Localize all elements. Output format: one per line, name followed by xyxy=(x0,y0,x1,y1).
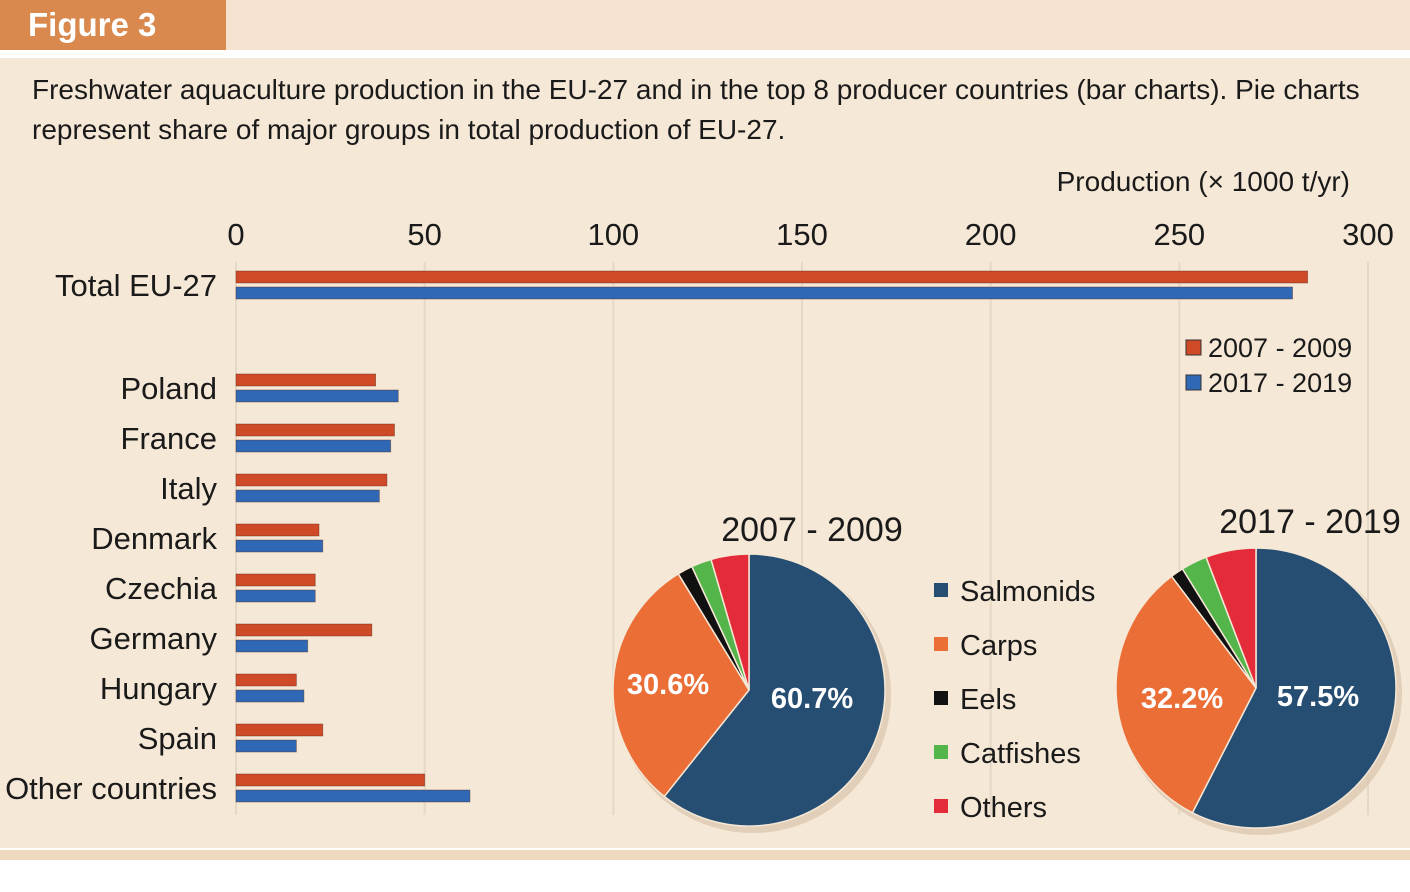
x-tick-label: 100 xyxy=(587,217,639,252)
figure-header-bar xyxy=(0,0,1410,50)
pie-slice-label: 30.6% xyxy=(627,669,709,701)
pie-legend-label: Eels xyxy=(960,684,1016,716)
pie-legend-swatch xyxy=(934,583,948,597)
pie-title: 2007 - 2009 xyxy=(721,511,903,549)
figure-caption: Freshwater aquaculture production in the… xyxy=(32,74,1360,145)
x-axis-tick-labels: 0 50 100 150 200 250 300 xyxy=(227,217,1393,252)
bar-2017-2019 xyxy=(235,439,392,453)
pie-slice-salmonids xyxy=(1191,547,1397,829)
bar-2007-2009 xyxy=(235,673,297,687)
pie-slice-label: 57.5% xyxy=(1277,681,1359,713)
x-tick-label: 50 xyxy=(407,217,441,252)
x-tick-label: 150 xyxy=(776,217,828,252)
x-tick-label: 200 xyxy=(965,217,1017,252)
x-tick-label: 250 xyxy=(1153,217,1205,252)
bar-legend: 2007 - 2009 2017 - 2019 xyxy=(1185,333,1352,398)
bar-2007-2009 xyxy=(235,623,373,637)
pie-slice-label: 32.2% xyxy=(1141,683,1223,715)
pie-slice-salmonids xyxy=(663,553,886,827)
category-label: Total EU-27 xyxy=(55,268,217,303)
category-label: Italy xyxy=(160,471,217,506)
category-label: Poland xyxy=(120,371,217,406)
pie-slice-carps xyxy=(1115,575,1257,814)
bar-2007-2009 xyxy=(235,373,377,387)
bar-2007-2009 xyxy=(235,270,1309,284)
bar-2007-2009 xyxy=(235,423,395,437)
bar-2017-2019 xyxy=(235,489,380,503)
bottom-rule xyxy=(0,850,1410,860)
pie-legend-label: Salmonids xyxy=(960,576,1095,608)
legend-swatch xyxy=(1185,374,1202,391)
x-axis-label: Production (× 1000 t/yr) xyxy=(1057,166,1350,197)
pie-legend-label: Others xyxy=(960,792,1047,824)
figure-label: Figure 3 xyxy=(0,0,226,50)
pie-title: 2017 - 2019 xyxy=(1219,503,1401,541)
category-label: Spain xyxy=(138,721,217,756)
pie-slice-others xyxy=(710,553,750,691)
bar-2007-2009 xyxy=(235,723,324,737)
pie-slice-label: 60.7% xyxy=(771,683,853,715)
pie-legend-swatch xyxy=(934,691,948,705)
bar-2017-2019 xyxy=(235,389,399,403)
category-label: Other countries xyxy=(5,771,217,806)
pie-slice-carps xyxy=(612,572,750,798)
y-axis-category-labels: Total EU-27 Poland France Italy Denmark Czech… xyxy=(5,268,218,806)
pie-legend-swatch xyxy=(934,799,948,813)
bar-2017-2019 xyxy=(235,539,324,553)
bar-2007-2009 xyxy=(235,573,316,587)
bar-2017-2019 xyxy=(235,589,316,603)
category-label: Denmark xyxy=(91,521,217,556)
legend-label: 2007 - 2009 xyxy=(1208,333,1352,363)
pie-legend: Salmonids Carps Eels Catfishes Others xyxy=(934,576,1095,824)
pie-legend-swatch xyxy=(934,637,948,651)
pie-legend-label: Carps xyxy=(960,630,1037,662)
bar-2017-2019 xyxy=(235,739,297,753)
category-label: Czechia xyxy=(105,571,218,606)
category-label: France xyxy=(121,421,217,456)
pie-slice-others xyxy=(1205,547,1257,689)
bar-series xyxy=(235,270,1309,803)
category-label: Germany xyxy=(90,621,218,656)
x-tick-label: 0 xyxy=(227,217,244,252)
bar-2007-2009 xyxy=(235,473,388,487)
bar-2017-2019 xyxy=(235,789,471,803)
bar-2017-2019 xyxy=(235,286,1293,300)
bar-2007-2009 xyxy=(235,773,426,787)
bar-2017-2019 xyxy=(235,689,305,703)
pie-legend-label: Catfishes xyxy=(960,738,1081,770)
bar-2017-2019 xyxy=(235,639,309,653)
category-label: Hungary xyxy=(100,671,218,706)
pie-legend-swatch xyxy=(934,745,948,759)
bar-2007-2009 xyxy=(235,523,320,537)
legend-swatch xyxy=(1185,339,1202,356)
pie-chart-2007-2009: 2007 - 2009 60.7% 30.6% xyxy=(612,511,903,833)
legend-label: 2017 - 2019 xyxy=(1208,368,1352,398)
pie-chart-2017-2019: 2017 - 2019 57.5% 32.2% xyxy=(1115,503,1402,835)
x-tick-label: 300 xyxy=(1342,217,1394,252)
